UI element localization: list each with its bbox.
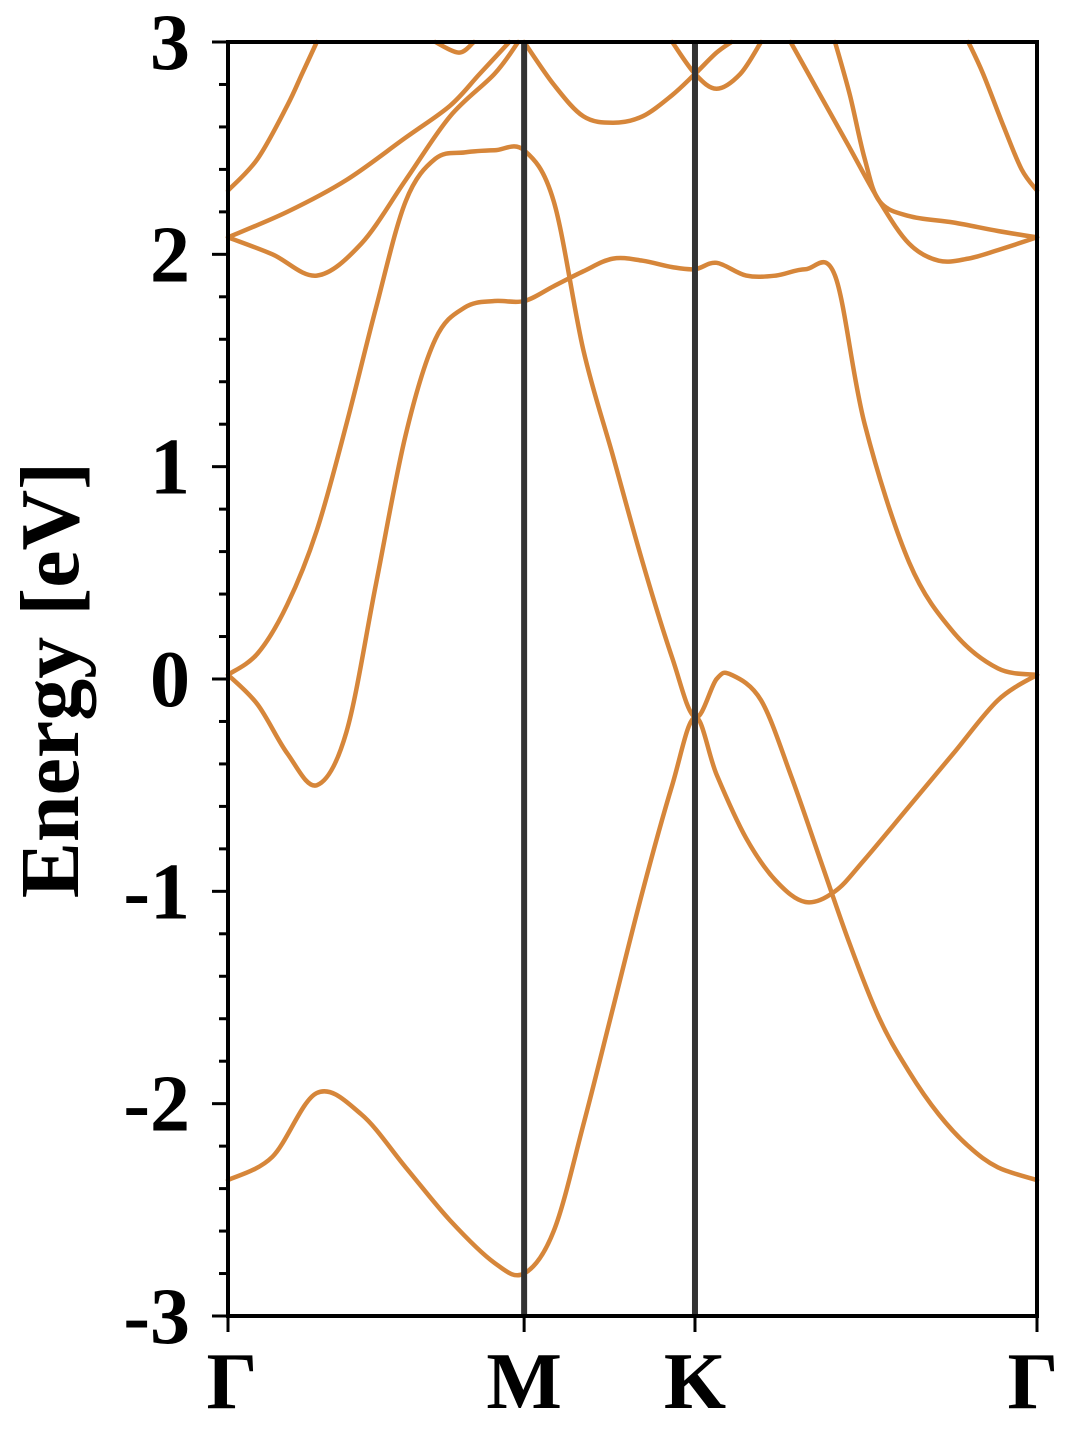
band-line-11 [832, 39, 1040, 240]
high-symmetry-lines [521, 42, 698, 1316]
y-tick-label: 1 [150, 424, 190, 512]
y-tick-label: -3 [123, 1273, 190, 1361]
x-tick-label: Γ [1008, 1338, 1059, 1426]
x-axis-ticks [226, 1316, 1039, 1332]
band-line-9 [669, 39, 764, 91]
band-line-8 [521, 39, 734, 125]
y-axis-title: Energy [eV] [4, 462, 97, 898]
y-tick-labels: -3 -2 -1 0 1 2 3 [123, 0, 190, 1361]
band-line-3 [225, 144, 1040, 1183]
x-tick-label: Γ [207, 1338, 258, 1426]
y-tick-label: -2 [123, 1061, 190, 1149]
band-line-12 [966, 39, 1040, 193]
y-tick-label: 0 [150, 636, 190, 724]
x-tick-label: K [664, 1338, 726, 1426]
band-line-1 [225, 672, 1040, 1278]
y-tick-label: -1 [123, 848, 190, 936]
y-tick-label: 2 [150, 211, 190, 299]
band-line-6 [225, 39, 320, 193]
y-tick-label: 3 [150, 0, 190, 87]
band-line-4 [225, 39, 521, 278]
x-tick-label: M [486, 1338, 562, 1426]
plot-frame [226, 40, 1039, 1318]
band-line-5 [225, 39, 512, 240]
y-axis-ticks [212, 40, 228, 1318]
band-line-7 [433, 39, 477, 55]
band-lines [225, 39, 1040, 1278]
band-line-2 [225, 255, 1040, 788]
band-line-10 [788, 39, 1040, 264]
